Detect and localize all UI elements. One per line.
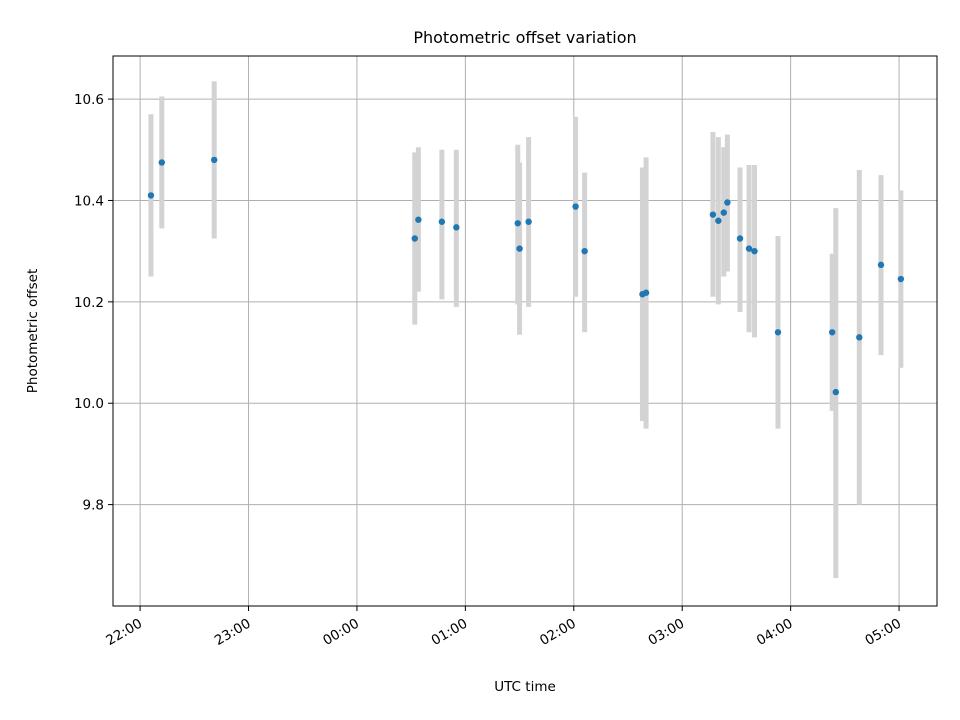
data-point <box>745 245 753 252</box>
data-point <box>516 245 523 252</box>
x-axis-label: UTC time <box>494 679 556 695</box>
data-point <box>572 203 579 210</box>
data-point <box>158 159 165 166</box>
data-point <box>724 199 731 206</box>
data-point <box>877 261 885 269</box>
data-point <box>438 218 446 225</box>
data-point <box>415 216 422 223</box>
data-point <box>514 220 521 227</box>
data-point <box>856 334 863 341</box>
data-point <box>897 275 905 283</box>
y-tick-label: 10.0 <box>74 396 104 412</box>
data-point <box>715 217 722 224</box>
data-point <box>828 329 836 336</box>
data-point <box>411 235 418 242</box>
data-point <box>751 247 758 255</box>
data-point <box>147 192 155 199</box>
data-point <box>709 211 717 218</box>
data-point <box>736 235 744 242</box>
chart-title: Photometric offset variation <box>413 28 636 47</box>
data-point <box>581 247 588 255</box>
data-points <box>147 156 905 396</box>
data-point <box>453 224 460 231</box>
data-point <box>832 388 840 396</box>
y-tick-label: 10.4 <box>74 193 104 209</box>
y-tick-label: 10.6 <box>74 92 104 108</box>
data-point <box>642 289 650 296</box>
data-point <box>774 329 782 336</box>
y-axis-label: Photometric offset <box>25 269 41 393</box>
y-tick-label: 10.2 <box>74 295 104 311</box>
y-axis: 9.8 10.0 10.2 10.4 10.6 <box>74 92 113 514</box>
data-point <box>525 218 532 225</box>
plot-frame <box>112 55 938 607</box>
data-point <box>210 156 218 164</box>
y-tick-label: 9.8 <box>83 498 104 514</box>
data-point <box>720 209 727 216</box>
